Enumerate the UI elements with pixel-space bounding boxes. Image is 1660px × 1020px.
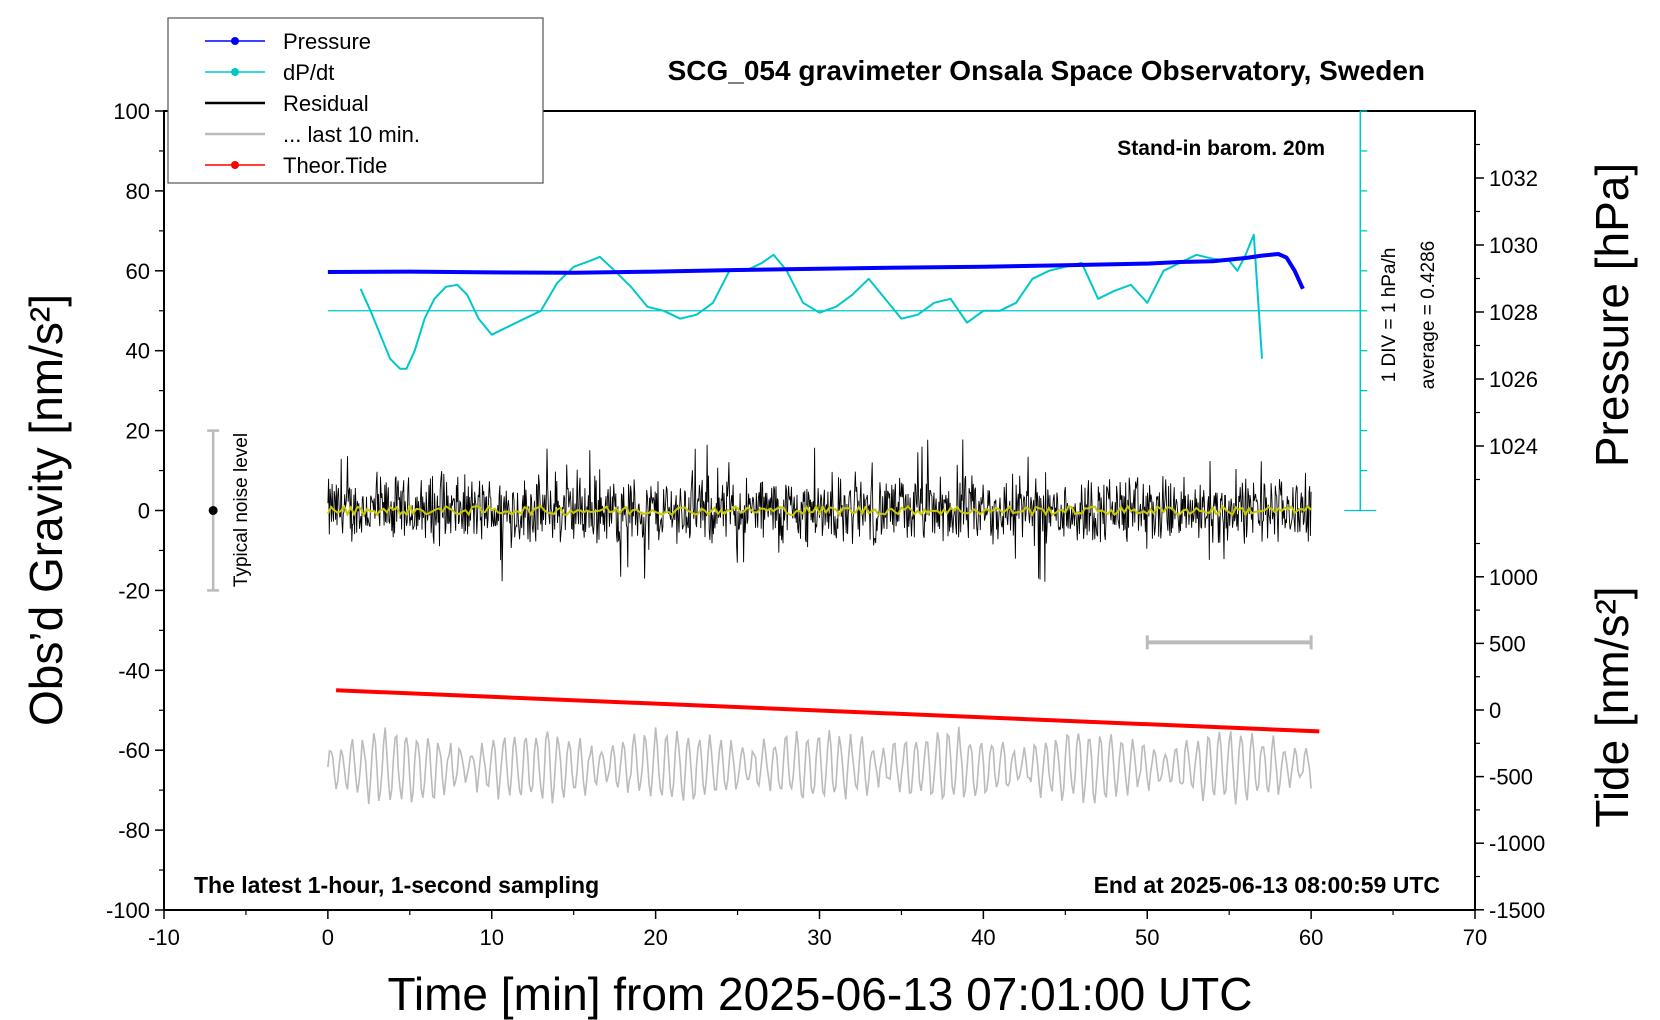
y-tick-label: -60 — [118, 738, 150, 763]
y-tick-label: -20 — [118, 578, 150, 603]
y-tick-label: 80 — [126, 179, 150, 204]
legend-marker — [231, 161, 239, 169]
y-tick-label: -40 — [118, 658, 150, 683]
x-tick-label: -10 — [148, 925, 180, 950]
tide-tick-label: 500 — [1489, 631, 1526, 656]
pressure-line — [327, 252, 1305, 290]
theor-tide-series — [335, 688, 1320, 734]
chart-annotations — [207, 429, 1313, 650]
residual-line — [327, 439, 1312, 582]
pressure-tick-label: 1028 — [1489, 300, 1538, 325]
legend-marker — [231, 37, 239, 45]
theor-tide-line — [335, 688, 1320, 734]
tide-tick-label: -1500 — [1489, 898, 1545, 923]
x-axis-ticks: -10 0 10 20 30 40 50 60 70 — [148, 910, 1487, 950]
y-tick-label: 100 — [113, 99, 150, 124]
pressure-series — [327, 252, 1305, 290]
x-tick-label: 20 — [643, 925, 667, 950]
chart-title: SCG_054 gravimeter Onsala Space Observat… — [668, 55, 1425, 86]
tide-tick-label: -500 — [1489, 765, 1533, 790]
left-axis-ticks: 100 80 60 40 20 0 -20 -40 -60 -80 -100 — [106, 99, 164, 923]
last-10-min-line — [327, 726, 1312, 805]
legend-label: Theor.Tide — [283, 153, 387, 178]
sampling-label: The latest 1-hour, 1-second sampling — [194, 872, 599, 898]
average-label: average = 0.4286 — [1418, 241, 1439, 389]
legend-marker — [231, 68, 239, 76]
pressure-tick-label: 1026 — [1489, 367, 1538, 392]
div-label: 1 DIV = 1 hPa/h — [1379, 248, 1400, 383]
legend-label: Pressure — [283, 29, 371, 54]
barometer-label: Stand-in barom. 20m — [1117, 137, 1325, 160]
tide-tick-label: 0 — [1489, 698, 1501, 723]
legend-label: dP/dt — [283, 60, 334, 85]
dpdt-series — [327, 110, 1377, 512]
y-tick-label: 40 — [126, 339, 150, 364]
tide-tick-label: 1000 — [1489, 565, 1538, 590]
residual-smoothed-line — [327, 503, 1312, 518]
y-tick-label: -80 — [118, 818, 150, 843]
x-tick-label: 30 — [807, 925, 831, 950]
dpdt-line — [359, 233, 1263, 370]
x-tick-label: 60 — [1299, 925, 1323, 950]
residual-smoothed-series — [327, 503, 1312, 518]
tide-axis-label: Tide [nm/s²] — [1586, 586, 1638, 827]
legend-label: ... last 10 min. — [283, 122, 420, 147]
y-tick-label: -100 — [106, 898, 150, 923]
legend-box — [167, 17, 544, 184]
legend-items: Pressure dP/dt Residual ... last 10 min. The… — [205, 29, 420, 178]
y-tick-label: 60 — [126, 259, 150, 284]
noise-level-dot — [208, 506, 218, 515]
x-tick-label: 10 — [480, 925, 504, 950]
x-tick-label: 70 — [1463, 925, 1487, 950]
x-tick-label: 40 — [971, 925, 995, 950]
x-tick-label: 0 — [322, 925, 334, 950]
pressure-tick-label: 1024 — [1489, 434, 1538, 459]
tide-tick-label: -1000 — [1489, 831, 1545, 856]
y-tick-label: 20 — [126, 419, 150, 444]
legend-label: Residual — [283, 91, 369, 116]
end-time-label: End at 2025-06-13 08:00:59 UTC — [1094, 872, 1440, 898]
residual-series — [327, 439, 1312, 582]
last-10-min-series — [327, 726, 1312, 805]
pressure-tick-label: 1030 — [1489, 233, 1538, 258]
left-axis-label: Obs’d Gravity [nm/s²] — [20, 294, 72, 726]
x-tick-label: 50 — [1135, 925, 1159, 950]
pressure-axis-label: Pressure [hPa] — [1586, 163, 1638, 467]
tide-axis-ticks: 1000 500 0 -500 -1000 -1500 — [1475, 542, 1545, 923]
y-tick-label: 0 — [138, 499, 150, 524]
pressure-axis-ticks: 1032 1030 1028 1026 1024 — [1475, 143, 1538, 481]
legend: Pressure dP/dt Residual ... last 10 min. The… — [167, 17, 544, 184]
pressure-tick-label: 1032 — [1489, 166, 1538, 191]
x-axis-label: Time [min] from 2025-06-13 07:01:00 UTC — [388, 968, 1253, 1020]
noise-level-label: Typical noise level — [231, 433, 252, 587]
